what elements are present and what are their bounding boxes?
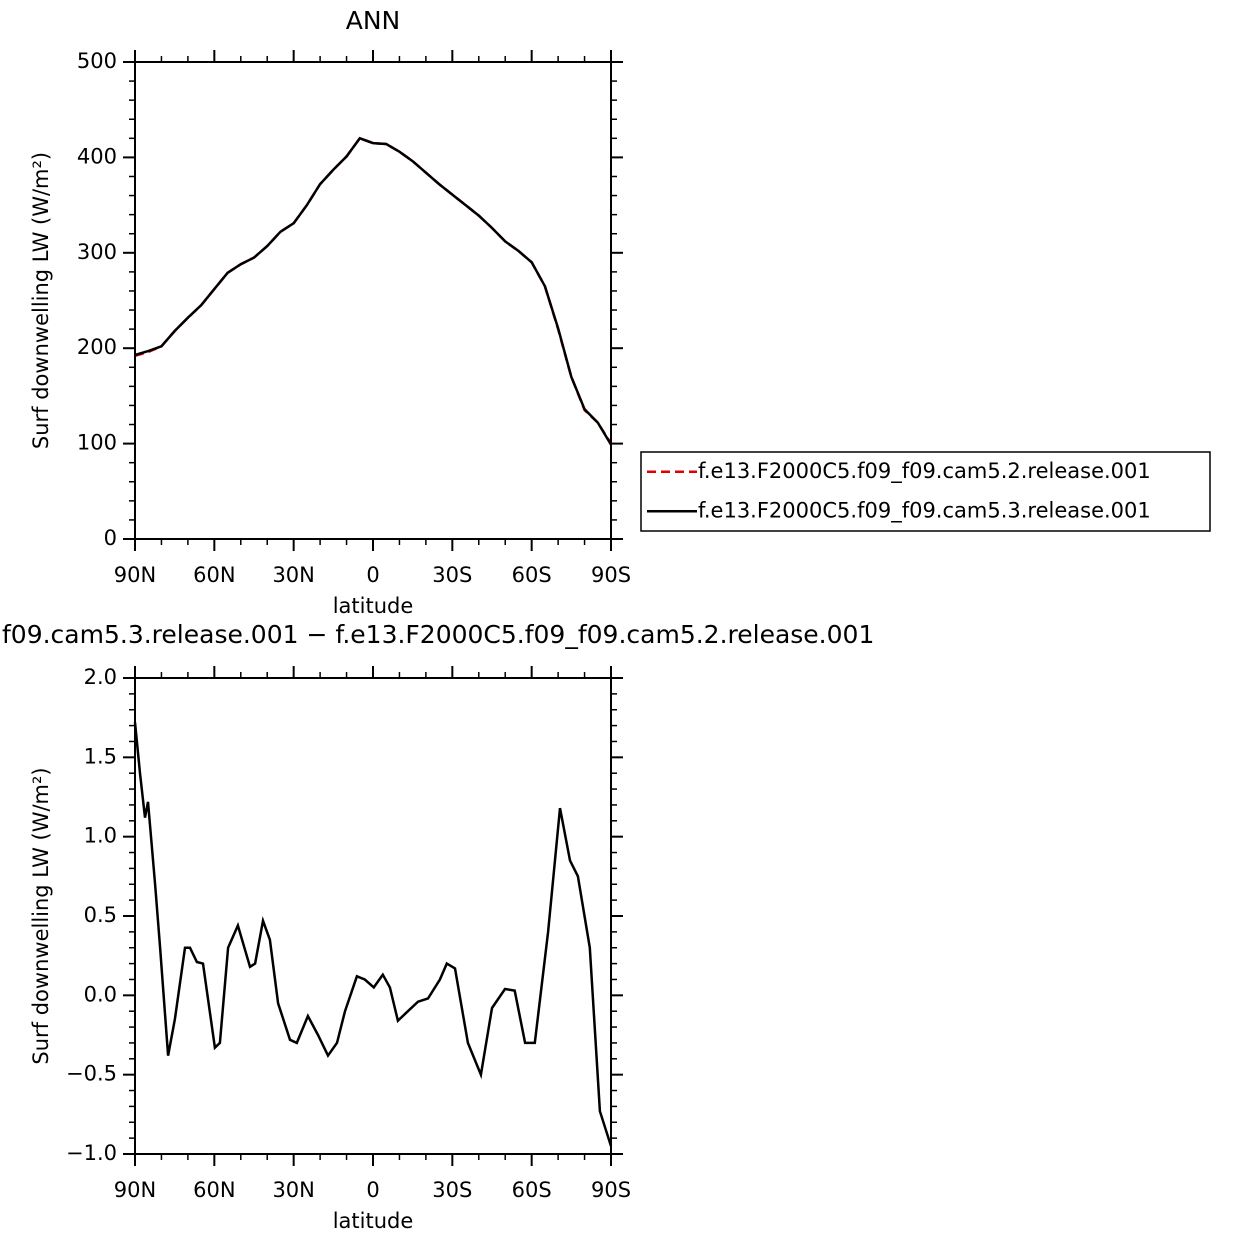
x-tick-label: 30N (272, 1178, 314, 1202)
x-tick-label: 90N (114, 563, 156, 587)
y-tick-label: 0 (104, 526, 117, 550)
x-tick-label: 30S (432, 563, 472, 587)
y-tick-label: 400 (77, 144, 117, 168)
y-tick-label: 300 (77, 240, 117, 264)
chart-title: ANN (346, 6, 401, 35)
x-tick-label: 60N (193, 1178, 235, 1202)
x-tick-label: 30S (432, 1178, 472, 1202)
y-tick-label: −1.0 (66, 1141, 117, 1165)
y-axis-label: Surf downwelling LW (W/m²) (29, 767, 53, 1064)
x-tick-label: 60S (512, 1178, 552, 1202)
chart-title: f09.cam5.3.release.001 − f.e13.F2000C5.f… (2, 620, 874, 649)
legend-label: f.e13.F2000C5.f09_f09.cam5.3.release.001 (698, 498, 1151, 523)
data-line (134, 136, 613, 445)
y-tick-label: 100 (77, 431, 117, 455)
y-tick-label: 1.5 (84, 744, 117, 768)
y-tick-label: 200 (77, 335, 117, 359)
y-tick-label: 0.5 (84, 903, 117, 927)
y-tick-label: 1.0 (84, 824, 117, 848)
x-axis-label: latitude (333, 594, 414, 618)
plot-frame (134, 61, 612, 540)
x-tick-label: 90N (114, 1178, 156, 1202)
x-tick-label: 60S (512, 563, 552, 587)
x-tick-label: 90S (591, 1178, 631, 1202)
y-tick-label: 2.0 (84, 665, 117, 689)
data-line (134, 136, 613, 446)
legend-label: f.e13.F2000C5.f09_f09.cam5.2.release.001 (698, 459, 1151, 484)
legend-box (640, 451, 1211, 532)
x-tick-label: 60N (193, 563, 235, 587)
data-line (133, 722, 613, 1147)
x-tick-label: 0 (366, 1178, 379, 1202)
x-tick-label: 30N (272, 563, 314, 587)
y-tick-label: 500 (77, 49, 117, 73)
x-axis-label: latitude (333, 1209, 414, 1233)
x-tick-label: 0 (366, 563, 379, 587)
y-axis-label: Surf downwelling LW (W/m²) (29, 152, 53, 449)
y-tick-label: 0.0 (84, 982, 117, 1006)
x-tick-label: 90S (591, 563, 631, 587)
y-tick-label: −0.5 (66, 1062, 117, 1086)
plot-frame (134, 677, 612, 1155)
